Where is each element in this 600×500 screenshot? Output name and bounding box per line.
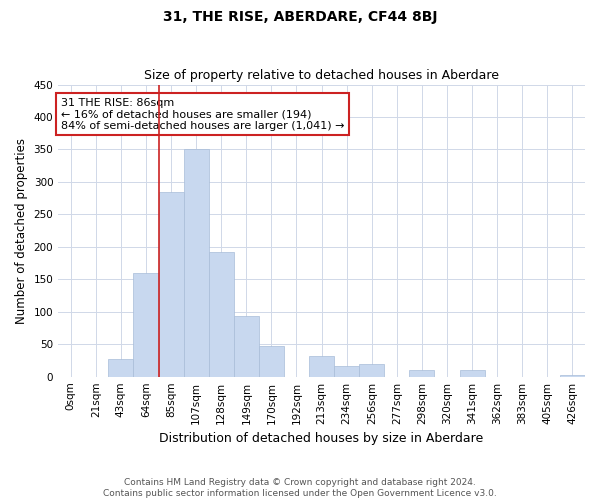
Text: 31 THE RISE: 86sqm
← 16% of detached houses are smaller (194)
84% of semi-detach: 31 THE RISE: 86sqm ← 16% of detached hou… [61, 98, 344, 131]
Bar [409, 370, 434, 376]
Bar [209, 252, 234, 376]
Title: Size of property relative to detached houses in Aberdare: Size of property relative to detached ho… [144, 69, 499, 82]
Bar [109, 358, 133, 376]
Bar [158, 192, 184, 376]
Bar [359, 364, 385, 376]
Bar [334, 366, 359, 376]
Bar [133, 273, 158, 376]
Bar [309, 356, 334, 376]
X-axis label: Distribution of detached houses by size in Aberdare: Distribution of detached houses by size … [160, 432, 484, 445]
Bar [560, 374, 585, 376]
Bar [234, 316, 259, 376]
Bar [259, 346, 284, 376]
Bar [460, 370, 485, 376]
Bar [184, 150, 209, 376]
Text: Contains HM Land Registry data © Crown copyright and database right 2024.
Contai: Contains HM Land Registry data © Crown c… [103, 478, 497, 498]
Text: 31, THE RISE, ABERDARE, CF44 8BJ: 31, THE RISE, ABERDARE, CF44 8BJ [163, 10, 437, 24]
Y-axis label: Number of detached properties: Number of detached properties [15, 138, 28, 324]
